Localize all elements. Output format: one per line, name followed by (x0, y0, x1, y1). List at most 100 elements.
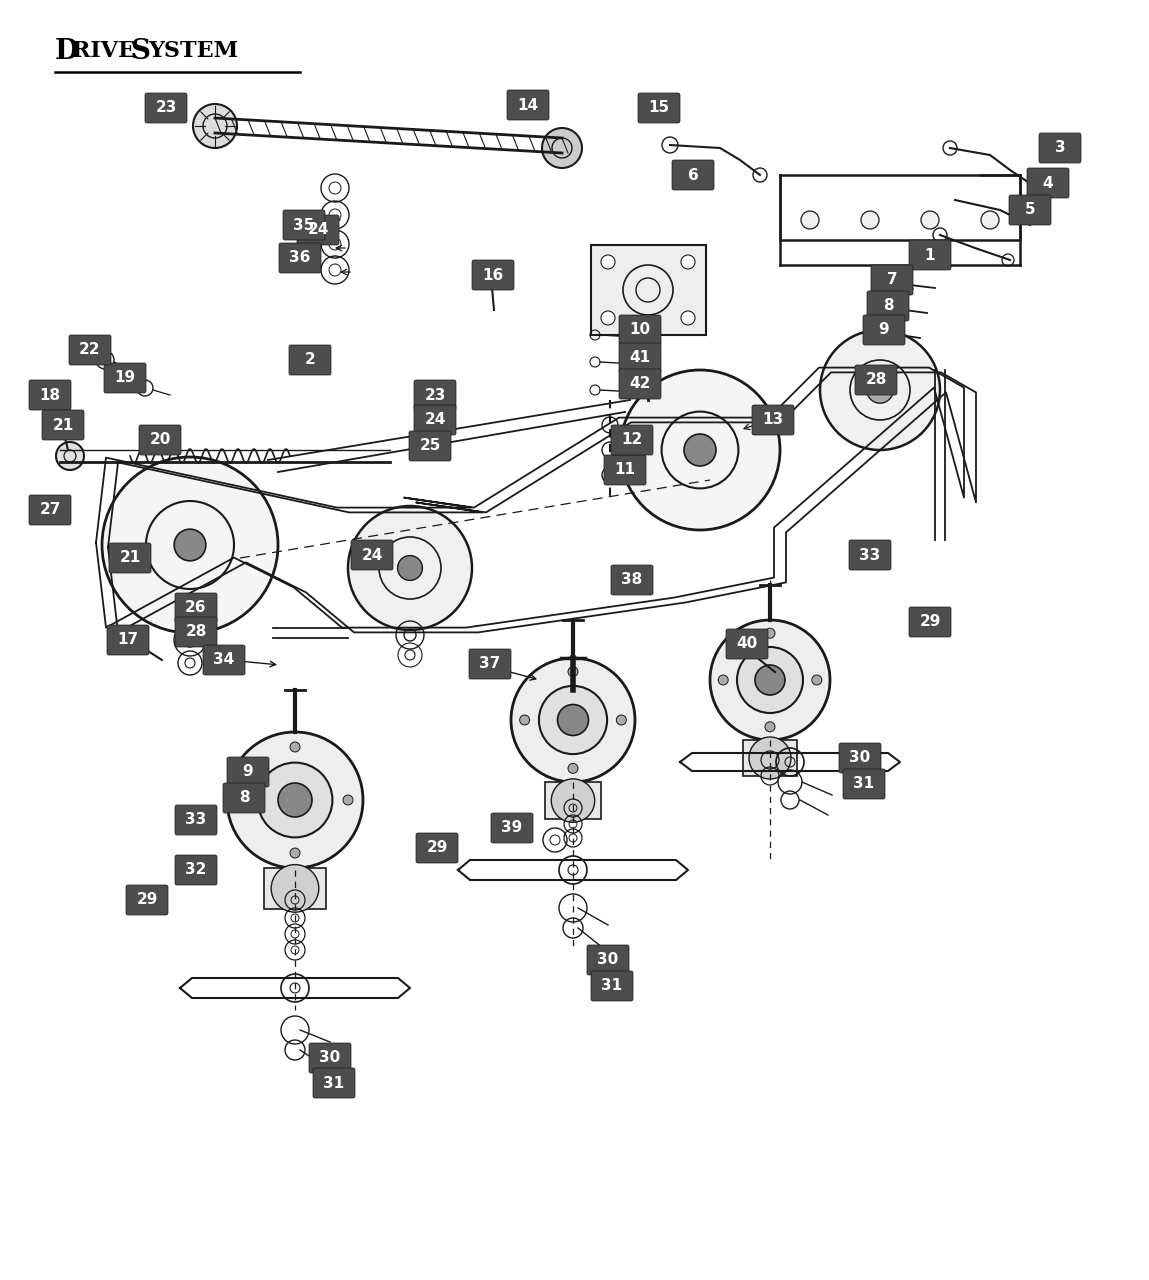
Circle shape (557, 704, 588, 736)
FancyBboxPatch shape (309, 1043, 350, 1073)
Text: S: S (130, 38, 151, 65)
Circle shape (290, 849, 300, 858)
Circle shape (568, 763, 578, 773)
Circle shape (511, 658, 635, 782)
Circle shape (749, 737, 791, 780)
FancyBboxPatch shape (105, 364, 146, 393)
FancyBboxPatch shape (909, 607, 951, 637)
FancyBboxPatch shape (175, 617, 217, 646)
Text: 13: 13 (763, 412, 784, 428)
Text: 4: 4 (1042, 175, 1054, 191)
Circle shape (801, 211, 819, 229)
Text: 30: 30 (849, 750, 871, 765)
Circle shape (348, 506, 472, 630)
Circle shape (820, 330, 940, 451)
Text: 37: 37 (479, 657, 501, 672)
Circle shape (684, 434, 716, 466)
FancyBboxPatch shape (283, 210, 325, 241)
FancyBboxPatch shape (126, 884, 168, 915)
FancyBboxPatch shape (591, 972, 633, 1001)
Text: 24: 24 (307, 223, 329, 238)
Bar (591, 244, 705, 335)
Text: 12: 12 (622, 433, 642, 448)
Text: RIVE: RIVE (72, 40, 136, 61)
Text: 34: 34 (214, 653, 234, 667)
Text: 7: 7 (887, 273, 897, 288)
Text: 15: 15 (648, 101, 670, 115)
Circle shape (981, 211, 998, 229)
Circle shape (278, 783, 313, 817)
FancyBboxPatch shape (228, 756, 269, 787)
Circle shape (601, 255, 615, 269)
Circle shape (681, 311, 695, 325)
FancyBboxPatch shape (855, 365, 897, 396)
Circle shape (861, 211, 879, 229)
Circle shape (552, 780, 595, 822)
FancyBboxPatch shape (726, 628, 768, 659)
FancyBboxPatch shape (619, 343, 661, 372)
Text: 8: 8 (239, 791, 249, 805)
Circle shape (290, 742, 300, 751)
Text: 23: 23 (424, 388, 446, 402)
Text: 21: 21 (119, 550, 140, 566)
Circle shape (257, 763, 332, 837)
FancyBboxPatch shape (751, 404, 794, 435)
Circle shape (56, 442, 84, 470)
FancyBboxPatch shape (843, 769, 885, 799)
Text: 21: 21 (53, 417, 74, 433)
Text: 35: 35 (293, 218, 315, 233)
FancyBboxPatch shape (29, 380, 71, 410)
Text: 11: 11 (615, 462, 635, 477)
FancyBboxPatch shape (469, 649, 511, 678)
FancyBboxPatch shape (109, 543, 151, 573)
FancyBboxPatch shape (296, 215, 339, 244)
Bar (545, 782, 601, 819)
FancyBboxPatch shape (587, 945, 629, 975)
FancyBboxPatch shape (290, 346, 331, 375)
FancyBboxPatch shape (350, 540, 393, 570)
Text: 17: 17 (117, 632, 139, 648)
Text: D: D (55, 38, 79, 65)
FancyBboxPatch shape (638, 93, 680, 123)
FancyBboxPatch shape (203, 645, 245, 675)
Text: 29: 29 (919, 614, 941, 630)
FancyBboxPatch shape (175, 593, 217, 623)
FancyBboxPatch shape (69, 335, 111, 365)
Text: 30: 30 (319, 1051, 340, 1065)
Bar (743, 740, 797, 776)
Circle shape (519, 716, 530, 724)
Text: 42: 42 (630, 376, 650, 392)
FancyBboxPatch shape (507, 90, 549, 120)
FancyBboxPatch shape (611, 425, 653, 454)
Circle shape (620, 370, 780, 530)
FancyBboxPatch shape (107, 625, 149, 655)
FancyBboxPatch shape (279, 243, 321, 273)
Text: 2: 2 (304, 352, 315, 367)
FancyBboxPatch shape (416, 833, 458, 863)
Circle shape (755, 666, 785, 695)
Text: 6: 6 (687, 168, 699, 183)
Circle shape (921, 211, 939, 229)
Text: 24: 24 (424, 412, 446, 428)
FancyBboxPatch shape (867, 291, 909, 321)
Text: 25: 25 (419, 439, 441, 453)
Text: 38: 38 (622, 572, 642, 588)
Text: 31: 31 (854, 777, 874, 791)
FancyBboxPatch shape (849, 540, 890, 570)
FancyBboxPatch shape (29, 495, 71, 525)
Circle shape (175, 529, 206, 561)
Circle shape (344, 795, 353, 805)
Text: 3: 3 (1055, 141, 1065, 155)
FancyBboxPatch shape (839, 742, 881, 773)
Text: 18: 18 (39, 388, 61, 402)
FancyBboxPatch shape (414, 380, 456, 410)
Text: 28: 28 (185, 625, 207, 640)
Bar (264, 868, 325, 909)
FancyBboxPatch shape (175, 855, 217, 884)
Text: 33: 33 (859, 548, 880, 562)
FancyBboxPatch shape (472, 260, 514, 291)
Text: YSTEM: YSTEM (148, 40, 238, 61)
Circle shape (237, 795, 247, 805)
Text: 39: 39 (501, 820, 523, 836)
Text: 29: 29 (426, 841, 448, 855)
